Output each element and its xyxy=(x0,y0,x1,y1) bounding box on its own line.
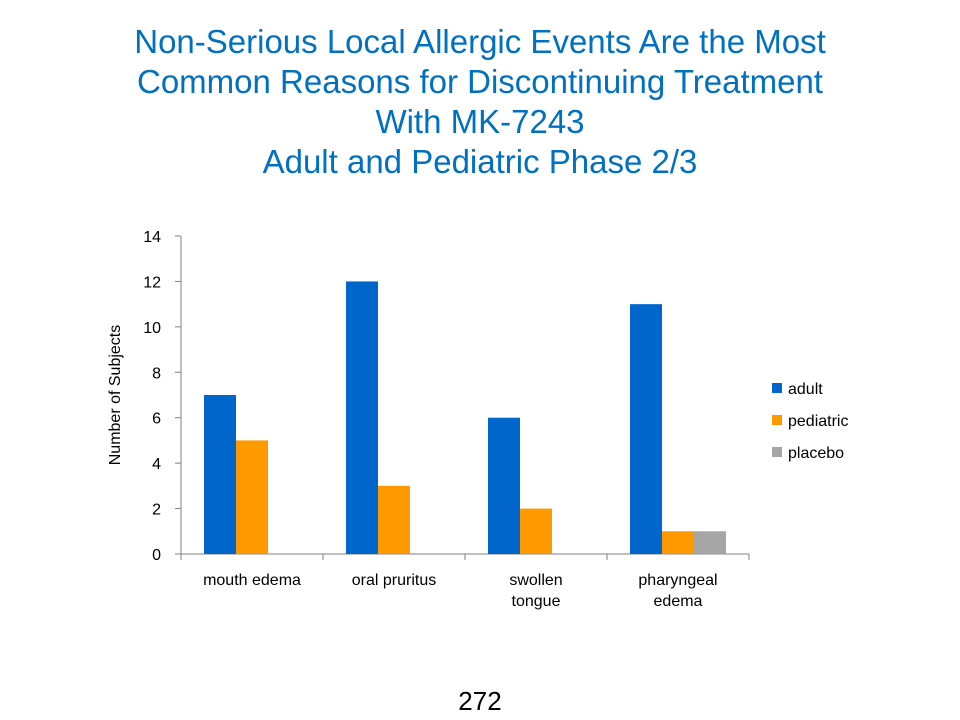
bar-placebo xyxy=(694,531,726,554)
y-tick-label: 10 xyxy=(143,320,161,337)
y-axis-label: Number of Subjects xyxy=(107,325,124,466)
title-line-1: Non-Serious Local Allergic Events Are th… xyxy=(134,23,826,60)
title-line-2: Common Reasons for Discontinuing Treatme… xyxy=(137,63,823,100)
y-tick-label: 8 xyxy=(152,365,161,382)
y-tick-label: 6 xyxy=(152,411,161,428)
page-number: 272 xyxy=(458,686,502,716)
bar-pediatric xyxy=(378,485,410,554)
x-tick-label: swollen tongue xyxy=(509,572,562,610)
y-tick-label: 4 xyxy=(152,456,161,473)
bar-pediatric xyxy=(662,531,694,554)
y-tick-label: 2 xyxy=(152,502,161,519)
bar-adult xyxy=(346,281,378,554)
x-tick-label: pharyngeal edema xyxy=(638,572,717,610)
y-tick-label: 14 xyxy=(143,229,161,246)
bar-adult xyxy=(204,395,236,554)
bar-pediatric xyxy=(520,508,552,554)
bar-adult xyxy=(488,417,520,554)
slide-title: Non-Serious Local Allergic Events Are th… xyxy=(0,22,960,182)
y-tick-label: 12 xyxy=(143,274,161,291)
title-line-3: With MK-7243 xyxy=(375,103,585,140)
y-tick-label: 0 xyxy=(152,547,161,564)
title-line-4: Adult and Pediatric Phase 2/3 xyxy=(262,143,698,180)
legend-label-pediatric: pediatric xyxy=(788,413,848,430)
legend-swatch-adult xyxy=(772,383,782,393)
legend-label-adult: adult xyxy=(788,381,823,398)
bar-adult xyxy=(630,304,662,554)
x-tick-label: mouth edema xyxy=(203,572,301,589)
legend-swatch-pediatric xyxy=(772,415,782,425)
bar-pediatric xyxy=(236,440,268,554)
legend-label-placebo: placebo xyxy=(788,445,844,462)
legend-swatch-placebo xyxy=(772,447,782,457)
x-tick-label: oral pruritus xyxy=(352,572,436,589)
